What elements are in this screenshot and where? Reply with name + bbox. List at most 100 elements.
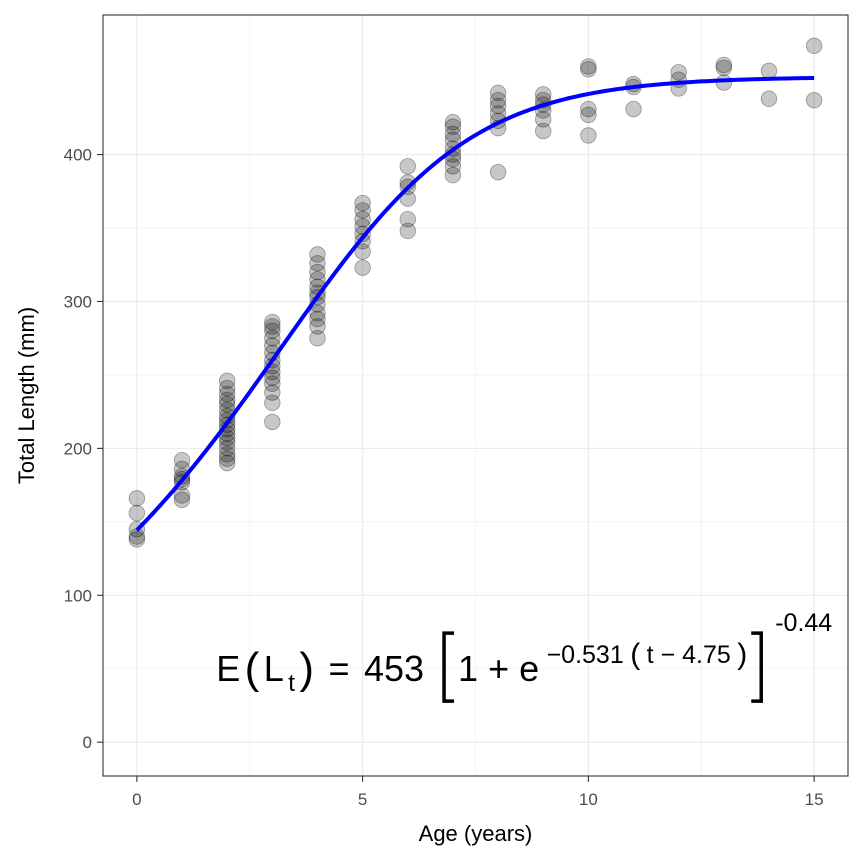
data-point (309, 310, 326, 328)
data-point (715, 59, 733, 77)
x-axis-title: Age (years) (419, 821, 533, 846)
data-point (173, 451, 191, 469)
y-tick-label: 100 (64, 586, 92, 605)
data-point (715, 56, 733, 74)
fitted-growth-curve (135, 75, 815, 532)
data-point (760, 90, 778, 107)
data-point (444, 118, 462, 135)
eq-one-plus-e: 1 + e (458, 648, 539, 689)
data-point (580, 106, 597, 124)
data-point (399, 211, 416, 228)
data-point (128, 531, 146, 548)
y-tick-label: 200 (64, 439, 92, 458)
data-point (354, 202, 371, 219)
data-point (264, 318, 281, 335)
data-point (625, 100, 642, 118)
data-point (489, 92, 507, 109)
y-tick-label: 300 (64, 292, 92, 311)
x-tick-labels: 0 5 10 15 (132, 790, 823, 809)
data-point (264, 369, 281, 387)
eq-exponent-inner: t − 4.75 (647, 641, 731, 669)
eq-subscript-t: t (288, 670, 295, 697)
data-point (805, 37, 823, 55)
data-point (760, 62, 778, 80)
data-point (218, 434, 236, 451)
data-point (309, 318, 326, 335)
y-axis-title: Total Length (mm) (14, 307, 39, 484)
data-point (399, 190, 416, 207)
data-point (309, 255, 326, 272)
data-point (218, 379, 236, 397)
data-point (264, 384, 281, 401)
data-point (444, 114, 462, 131)
data-point (580, 61, 597, 78)
eq-exp-paren-close: ) (737, 638, 747, 671)
data-point (399, 222, 416, 240)
data-point (670, 64, 687, 81)
eq-bracket (442, 631, 763, 703)
axis-ticks (97, 154, 815, 782)
data-point (354, 211, 371, 228)
data-point (805, 92, 823, 109)
data-point (489, 84, 507, 102)
eq-exponent-k: −0.531 (547, 641, 624, 669)
x-tick-label: 0 (132, 790, 141, 809)
data-point (218, 450, 236, 467)
model-equation: E ( L t ) = 453 (216, 644, 424, 697)
eq-L: L (264, 648, 284, 689)
eq-paren-close: ) (299, 644, 314, 693)
eq-paren-open: ( (245, 644, 260, 693)
data-point (580, 58, 597, 75)
eq-bracket-left (442, 631, 455, 703)
data-point (218, 385, 236, 403)
data-point (535, 86, 552, 103)
x-tick-label: 10 (579, 790, 598, 809)
data-point (264, 337, 281, 354)
data-point (128, 504, 146, 522)
y-tick-labels: 0 100 200 300 400 (64, 146, 92, 753)
panel-border (102, 14, 849, 777)
data-point (218, 429, 236, 447)
eq-equals: = (328, 648, 349, 689)
eq-linf: 453 (364, 648, 424, 689)
eq-bracket-right (751, 631, 763, 703)
data-point (218, 440, 236, 457)
y-tick-label: 400 (64, 146, 92, 165)
data-point (264, 330, 281, 347)
x-tick-label: 15 (805, 790, 824, 809)
data-point (173, 468, 191, 485)
data-point (489, 163, 507, 181)
eq-power: -0.44 (775, 609, 832, 637)
data-point (218, 446, 236, 463)
data-point (399, 158, 416, 175)
data-point (444, 158, 462, 175)
eq-exp-paren-open: ( (630, 638, 640, 671)
data-point (309, 263, 326, 281)
data-point (309, 246, 326, 263)
data-point (218, 454, 236, 472)
data-point (128, 490, 146, 507)
data-point (218, 391, 236, 409)
data-point (309, 305, 326, 322)
data-point (264, 375, 281, 392)
minor-gridlines (103, 15, 848, 776)
x-tick-label: 5 (358, 790, 367, 809)
y-tick-label: 0 (83, 733, 92, 752)
data-point (354, 194, 371, 212)
data-point (444, 125, 462, 143)
data-point (580, 100, 597, 118)
data-point (354, 243, 371, 260)
data-point (580, 127, 597, 144)
data-point (309, 330, 326, 347)
data-point (173, 491, 191, 509)
data-point (218, 372, 236, 390)
data-point (309, 271, 326, 288)
data-point (489, 97, 507, 115)
data-point (264, 322, 281, 340)
data-point (715, 74, 733, 91)
eq-expectation: E (216, 648, 240, 689)
data-point (264, 394, 281, 412)
major-gridlines (103, 15, 848, 776)
data-point (444, 166, 462, 184)
